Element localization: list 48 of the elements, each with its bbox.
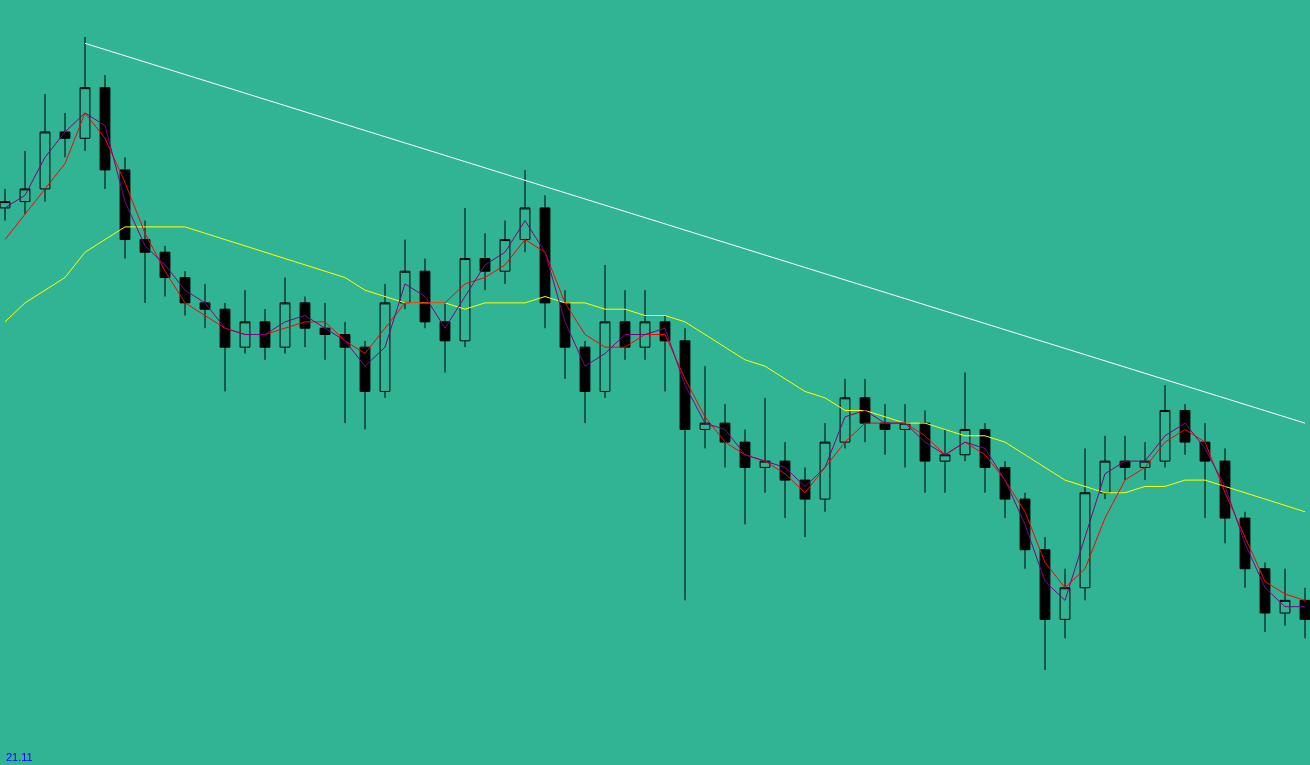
candlestick: [419, 258, 431, 329]
candlestick: [399, 239, 411, 310]
candlestick: [1039, 536, 1051, 671]
candlestick: [439, 302, 451, 373]
candlestick: [959, 371, 971, 462]
candlestick: [699, 365, 711, 449]
candlestick: [619, 289, 631, 361]
candlestick: [199, 283, 211, 329]
candlestick: [859, 378, 871, 443]
candlestick: [459, 207, 471, 348]
candlestick: [579, 340, 591, 424]
candlestick: [1059, 568, 1071, 639]
candlestick: [1139, 441, 1151, 481]
candlestick: [499, 220, 511, 285]
candlestick: [259, 308, 271, 361]
candlestick: [279, 277, 291, 354]
candlestick: [219, 302, 231, 392]
candlestick: [1119, 435, 1131, 481]
candlestick: [839, 378, 851, 449]
candlestick: [99, 74, 111, 190]
candlestick: [899, 403, 911, 468]
candlestick: [1299, 587, 1310, 639]
candlestick: [319, 302, 331, 361]
candlestick: [1279, 568, 1291, 627]
candlestick: [79, 36, 91, 152]
candlestick: [679, 327, 691, 601]
candlestick: [19, 150, 31, 215]
candlestick: [239, 289, 251, 354]
candlestick: [1079, 447, 1091, 601]
candlestick: [939, 428, 951, 494]
candlestick: [639, 289, 651, 361]
candlestick: [879, 403, 891, 456]
candlestick: [1179, 403, 1191, 456]
candlestick: [1159, 384, 1171, 468]
candlestick: [479, 232, 491, 291]
text: 21.11: [6, 751, 33, 763]
candlestick: [1099, 435, 1111, 500]
candlestick: [0, 188, 11, 222]
candlestick: [59, 112, 71, 158]
candlestick: [519, 169, 531, 253]
candlestick: [39, 93, 51, 203]
candlestick: [739, 428, 751, 525]
candlestick: [359, 340, 371, 430]
candlestick: [819, 422, 831, 513]
candlestick: [599, 264, 611, 399]
candlestick: [759, 397, 771, 494]
candlestick: [379, 283, 391, 399]
candlestick: [539, 194, 551, 329]
